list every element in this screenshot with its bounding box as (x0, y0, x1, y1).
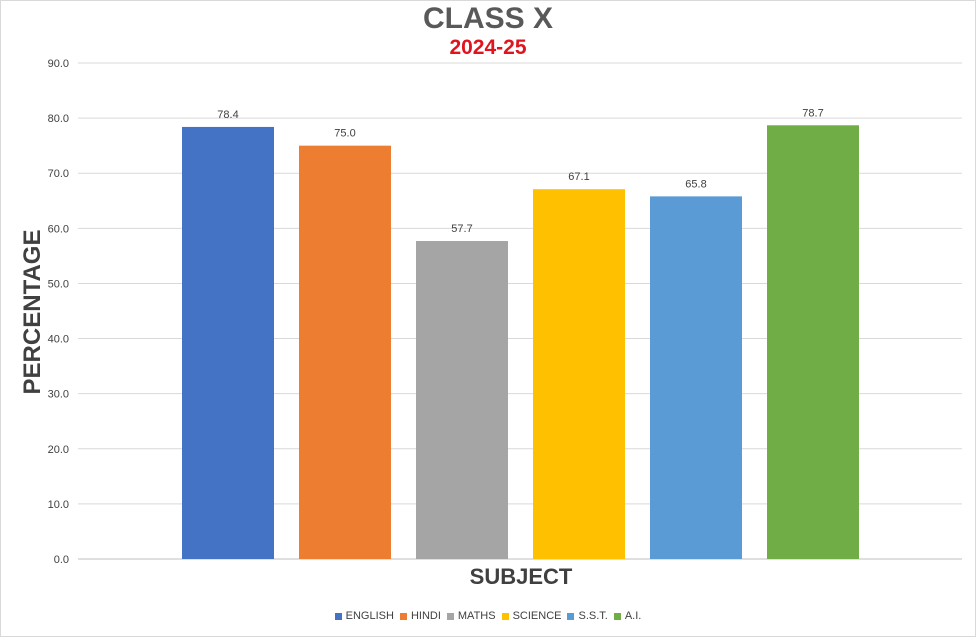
legend-item: SCIENCE (501, 610, 562, 623)
data-label: 67.1 (568, 171, 589, 183)
bar-maths (416, 241, 508, 559)
legend-swatch (334, 612, 342, 620)
legend-label: MATHS (457, 610, 496, 623)
y-tick-label: 80.0 (48, 113, 69, 125)
chart-subtitle: 2024-25 (449, 36, 527, 59)
y-tick-label: 20.0 (48, 444, 69, 456)
chart-legend: ENGLISH HINDI MATHS SCIENCE S.S.T. A.I. (0, 610, 976, 622)
legend-swatch (501, 612, 509, 620)
legend-label: S.S.T. (578, 610, 608, 623)
data-label: 57.7 (451, 223, 472, 235)
y-tick-label: 40.0 (48, 334, 69, 346)
legend-swatch (567, 612, 575, 620)
data-label: 65.8 (685, 178, 706, 190)
y-tick-label: 70.0 (48, 168, 69, 180)
y-tick-label: 0.0 (54, 554, 69, 566)
y-tick-label: 60.0 (48, 223, 69, 235)
bar-science (533, 189, 625, 559)
legend-item: A.I. (613, 610, 642, 623)
legend-swatch (399, 612, 407, 620)
legend-item: ENGLISH (334, 610, 394, 623)
bar-ai (767, 125, 859, 559)
bar-sst (650, 196, 742, 559)
bar-hindi (299, 145, 391, 559)
y-tick-label: 50.0 (48, 278, 69, 290)
legend-item: HINDI (399, 610, 441, 623)
legend-label: HINDI (410, 610, 441, 623)
legend-swatch (446, 612, 454, 620)
x-axis-label: SUBJECT (469, 564, 573, 589)
legend-swatch (613, 612, 621, 620)
legend-label: SCIENCE (512, 610, 562, 623)
y-tick-label: 10.0 (48, 499, 69, 511)
legend-item: MATHS (446, 610, 496, 623)
y-tick-label: 90.0 (48, 58, 69, 70)
y-tick-label: 30.0 (48, 389, 69, 401)
legend-label: ENGLISH (345, 610, 394, 623)
chart-title: CLASS X (422, 2, 554, 35)
data-label: 78.7 (802, 107, 823, 119)
legend-item: S.S.T. (567, 610, 608, 623)
bar-english (182, 126, 274, 559)
data-label: 75.0 (334, 128, 355, 140)
legend-label: A.I. (624, 610, 642, 623)
data-label: 78.4 (217, 109, 238, 121)
